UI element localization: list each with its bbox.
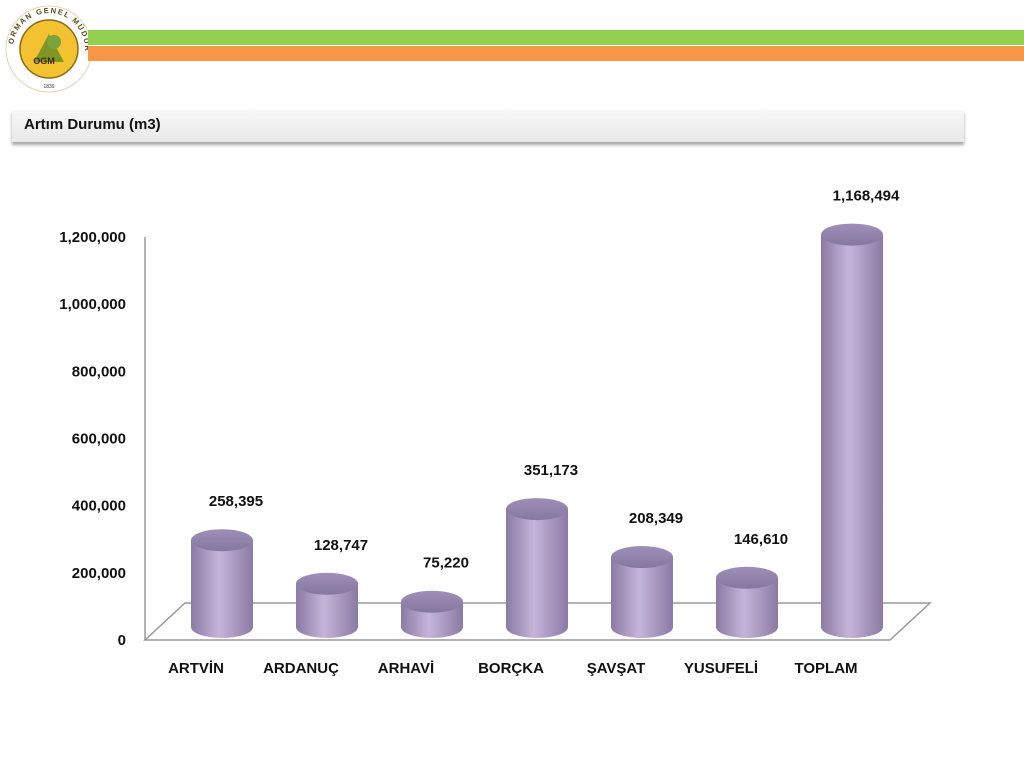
bar-top [611,546,673,569]
x-tick-label: ARDANUÇ [263,660,339,677]
bar-top [716,566,778,589]
tree-icon [34,34,64,62]
bar-top [401,590,463,613]
bar-body [821,234,883,639]
y-tick-label: 0 [118,632,126,649]
header-stripe-green [88,30,1024,45]
page-title: Artım Durumu (m3) [24,116,161,133]
bar-top [506,498,568,521]
data-label: 146,610 [734,531,788,548]
bar [296,572,358,638]
bar-body [296,583,358,638]
x-tick-label: ARTVİN [168,660,224,677]
x-tick-label: TOPLAM [794,660,857,677]
svg-text:OGM: OGM [33,56,55,66]
bar [611,546,673,638]
svg-text:1839: 1839 [43,84,54,90]
y-tick-label: 1,000,000 [59,296,126,313]
y-tick-label: 800,000 [72,363,126,380]
data-label: 1,168,494 [833,188,900,205]
x-tick-label: ARHAVİ [378,660,434,677]
x-tick-label: YUSUFELİ [684,660,758,677]
bar-top [191,529,253,552]
bar-body [191,540,253,638]
bar-body [716,577,778,638]
x-tick-label: ŞAVŞAT [587,660,646,677]
y-tick-label: 600,000 [72,431,126,448]
bar [821,223,883,639]
bar-body [506,509,568,638]
bar-top [821,223,883,246]
ogm-logo: ORMAN GENEL MÜDÜRLÜĞÜ OGM 1839 [4,4,93,93]
header-stripe-orange [88,46,1024,61]
data-label: 351,173 [524,462,578,479]
bar-body [611,557,673,638]
title-bar: Artım Durumu (m3) [12,110,964,142]
bar [191,529,253,638]
bar [506,498,568,638]
data-label: 208,349 [629,510,683,527]
bar [716,566,778,638]
y-tick-label: 1,200,000 [59,229,126,246]
bar-top [296,572,358,595]
data-label: 75,220 [423,555,469,572]
y-tick-label: 400,000 [72,498,126,515]
x-tick-label: BORÇKA [478,660,544,677]
y-tick-label: 200,000 [72,565,126,582]
bar [401,590,463,638]
data-label: 258,395 [209,493,263,510]
data-label: 128,747 [314,537,368,554]
